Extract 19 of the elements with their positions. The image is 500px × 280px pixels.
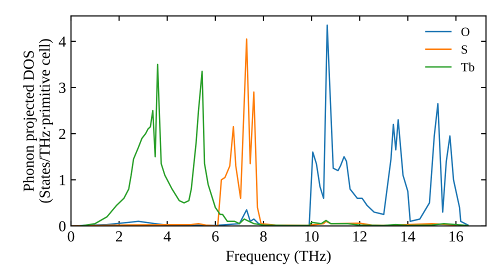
y-tick-label: 1 xyxy=(60,175,66,186)
x-axis-title: Frequency (THz) xyxy=(226,250,331,264)
legend-label: O xyxy=(461,28,470,36)
x-tick-label: 2 xyxy=(116,231,122,242)
x-tick-label: 16 xyxy=(450,231,464,242)
x-tick-label: 8 xyxy=(260,231,267,242)
x-tick-label: 6 xyxy=(212,231,219,242)
x-tick-label: 10 xyxy=(305,231,319,242)
y-tick-label: 2 xyxy=(59,128,66,139)
x-tick-label: 4 xyxy=(164,231,171,242)
y-tick-label: 3 xyxy=(59,82,66,93)
x-tick-label: 12 xyxy=(353,231,366,242)
legend-label: Tb xyxy=(461,62,474,72)
y-tick-label: 0 xyxy=(59,221,66,232)
legend-label: S xyxy=(462,45,468,54)
y-tick-label: 4 xyxy=(58,36,66,47)
x-tick-label: 14 xyxy=(402,231,416,242)
x-tick-label: 0 xyxy=(68,231,74,242)
y-axis-title: Phonon projected DOS (States/THz·primitive cell) xyxy=(23,39,53,203)
